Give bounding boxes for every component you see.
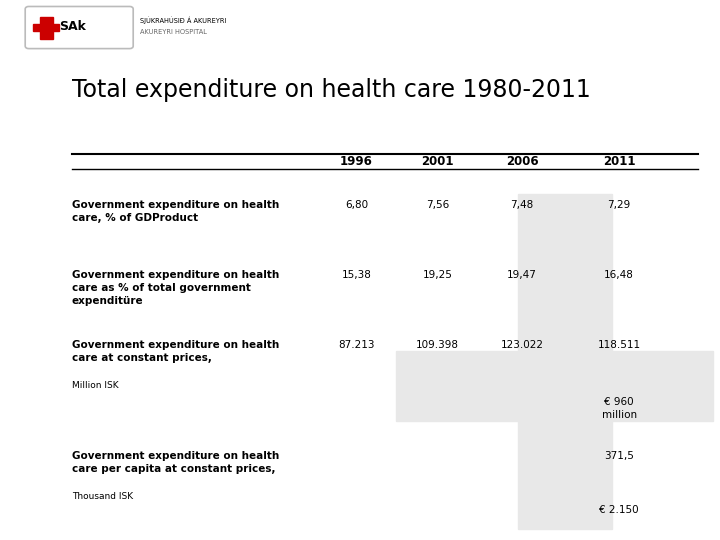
FancyBboxPatch shape xyxy=(25,6,133,49)
Bar xyxy=(33,24,59,31)
Text: 2001: 2001 xyxy=(421,155,454,168)
Text: 19,47: 19,47 xyxy=(507,270,537,280)
Text: € 2.150: € 2.150 xyxy=(599,505,639,515)
Text: 19,25: 19,25 xyxy=(423,270,453,280)
Text: SJÚKRAHÚSIÐ Á AKUREYRI: SJÚKRAHÚSIÐ Á AKUREYRI xyxy=(140,17,227,24)
Text: Government expenditure on health
care, % of GDProduct: Government expenditure on health care, %… xyxy=(72,200,279,223)
Bar xyxy=(396,351,713,421)
Text: Government expenditure on health
care per capita at constant prices,: Government expenditure on health care pe… xyxy=(72,451,279,474)
Text: 123.022: 123.022 xyxy=(500,340,544,350)
Text: 2011: 2011 xyxy=(603,155,636,168)
Text: AKUREYRI HOSPITAL: AKUREYRI HOSPITAL xyxy=(140,29,207,36)
Text: 7,56: 7,56 xyxy=(426,200,449,210)
Text: 109.398: 109.398 xyxy=(416,340,459,350)
Text: SAk: SAk xyxy=(59,21,86,33)
Text: € 960
million: € 960 million xyxy=(602,397,636,420)
Text: 15,38: 15,38 xyxy=(341,270,372,280)
Text: 6,80: 6,80 xyxy=(345,200,368,210)
Text: Government expenditure on health
care as % of total government
expenditüre: Government expenditure on health care as… xyxy=(72,270,279,306)
Text: Government expenditure on health
care at constant prices,: Government expenditure on health care at… xyxy=(72,340,279,363)
Bar xyxy=(518,194,612,529)
Text: 7,29: 7,29 xyxy=(608,200,631,210)
Text: Million ISK: Million ISK xyxy=(72,381,119,390)
Text: Thousand ISK: Thousand ISK xyxy=(72,492,133,501)
Text: 16,48: 16,48 xyxy=(604,270,634,280)
Text: Total expenditure on health care 1980-2011: Total expenditure on health care 1980-20… xyxy=(72,78,590,102)
Text: 371,5: 371,5 xyxy=(604,451,634,461)
Text: 7,48: 7,48 xyxy=(510,200,534,210)
Bar xyxy=(40,17,53,39)
Text: 87.213: 87.213 xyxy=(338,340,374,350)
Text: 1996: 1996 xyxy=(340,155,373,168)
Text: 2006: 2006 xyxy=(505,155,539,168)
Text: 118.511: 118.511 xyxy=(598,340,641,350)
